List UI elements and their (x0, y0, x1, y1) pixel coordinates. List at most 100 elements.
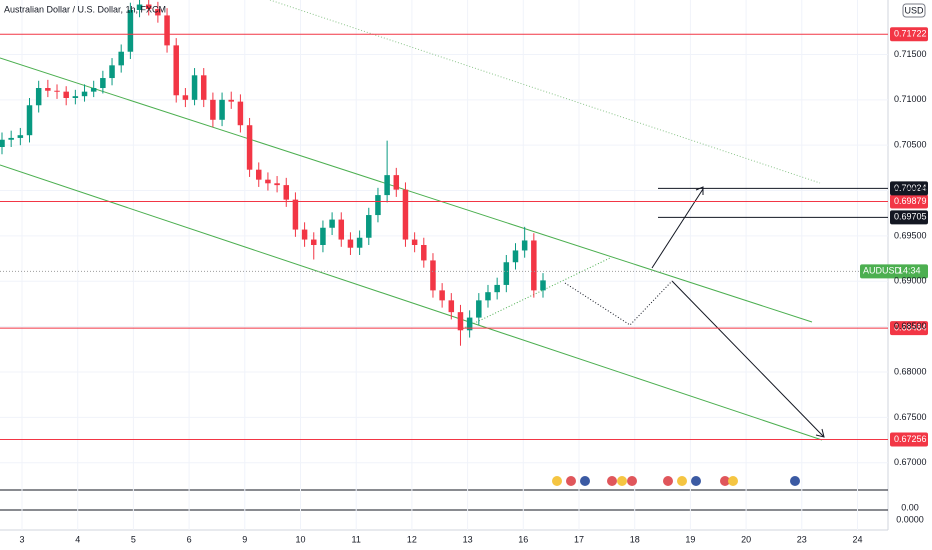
symbol-label: AUDUSD (863, 266, 902, 276)
candle-body (210, 99, 216, 120)
candle-body (72, 96, 79, 98)
candle-body (200, 75, 207, 100)
candle-body (155, 9, 161, 16)
target-label-box (890, 181, 928, 196)
event-icon (607, 476, 617, 486)
event-icon (691, 476, 701, 486)
level-label: 0.69879 (894, 196, 927, 206)
event-icon (663, 476, 673, 486)
currency-button[interactable] (902, 3, 926, 18)
candle-body (494, 284, 500, 293)
symbol-label-box (860, 264, 928, 279)
target-label-box (890, 210, 928, 225)
candle-body (347, 239, 354, 248)
candle-body (485, 292, 491, 301)
level-label-box (890, 194, 928, 209)
candle-body (439, 290, 445, 301)
candle-body (540, 280, 546, 291)
candle-body (476, 300, 482, 318)
candle-body (503, 262, 510, 285)
y-tick-label: 0.70000 (894, 185, 927, 195)
event-icon (627, 476, 637, 486)
event-icon (552, 476, 562, 486)
candle-body (109, 65, 115, 79)
x-tick-label: 17 (574, 534, 584, 544)
x-tick-label: 6 (187, 534, 192, 544)
candles (0, 0, 546, 346)
candle-body (45, 88, 51, 91)
level-label-box (890, 27, 928, 42)
candle-body (26, 105, 33, 136)
event-icon (728, 476, 738, 486)
candle-body (402, 189, 409, 240)
arrow-head (695, 186, 704, 195)
y-tick-label: 0.68000 (894, 366, 927, 376)
arrow-head (815, 428, 825, 438)
candle-body (17, 135, 24, 138)
candle-body (127, 9, 134, 52)
candle-body (63, 91, 69, 98)
candle-body (384, 175, 390, 196)
x-tick-label: 16 (518, 534, 528, 544)
candle-body (283, 185, 290, 200)
candle-body (320, 227, 326, 245)
x-tick-label: 13 (463, 534, 473, 544)
y-tick-label: 0.70500 (894, 140, 927, 150)
y-tick-label: 0.67000 (894, 457, 927, 467)
candle-body (366, 215, 372, 238)
candle-body (164, 15, 170, 46)
candle-body (421, 245, 427, 261)
candle-body (356, 237, 363, 248)
level-label: 0.68484 (894, 322, 927, 332)
candle-body (274, 183, 280, 186)
chart-title: Australian Dollar / U.S. Dollar, 1h, FXC… (4, 4, 166, 14)
candle-body (0, 139, 5, 147)
event-icon (720, 476, 730, 486)
candle-body (531, 240, 537, 291)
y-tick-label: 0.69000 (894, 276, 927, 286)
candle-body (521, 240, 528, 251)
currency-button-label[interactable]: USD (904, 5, 924, 15)
level-label: 0.71722 (894, 29, 927, 39)
y-tick-label: 0.69500 (894, 230, 927, 240)
candle-body (448, 300, 455, 313)
x-tick-label: 24 (852, 534, 862, 544)
event-icons (552, 476, 800, 486)
event-icon (617, 476, 627, 486)
x-tick-label: 19 (685, 534, 695, 544)
candle-body (237, 101, 244, 126)
candle-body (512, 250, 519, 263)
candle-body (311, 239, 317, 245)
candle-body (466, 317, 473, 331)
candle-body (90, 88, 97, 92)
candle-body (35, 88, 42, 106)
trend-line (269, 0, 821, 184)
target-label: 0.69705 (894, 212, 927, 222)
candle-body (430, 260, 436, 291)
trend-line (459, 257, 611, 331)
x-tick-label: 4 (75, 534, 80, 544)
candle-body (8, 137, 14, 140)
event-icon (790, 476, 800, 486)
candle-body (301, 229, 308, 240)
candle-body (329, 219, 335, 228)
candle-body (292, 199, 299, 230)
event-icon (566, 476, 576, 486)
candle-body (411, 239, 418, 245)
y-tick-label: 0.71500 (894, 49, 927, 59)
candle-body (393, 175, 400, 190)
pane-label: 0.0000 (896, 514, 924, 524)
candle-body (100, 78, 106, 89)
candle-body (338, 219, 345, 240)
candle-body (136, 4, 143, 10)
x-tick-label: 20 (741, 534, 751, 544)
x-tick-label: 18 (630, 534, 640, 544)
candle-body (54, 90, 60, 92)
candle-body (173, 45, 179, 96)
y-tick-label: 0.67500 (894, 412, 927, 422)
candle-body (375, 195, 381, 216)
x-tick-label: 12 (407, 534, 417, 544)
x-tick-label: 3 (19, 534, 24, 544)
